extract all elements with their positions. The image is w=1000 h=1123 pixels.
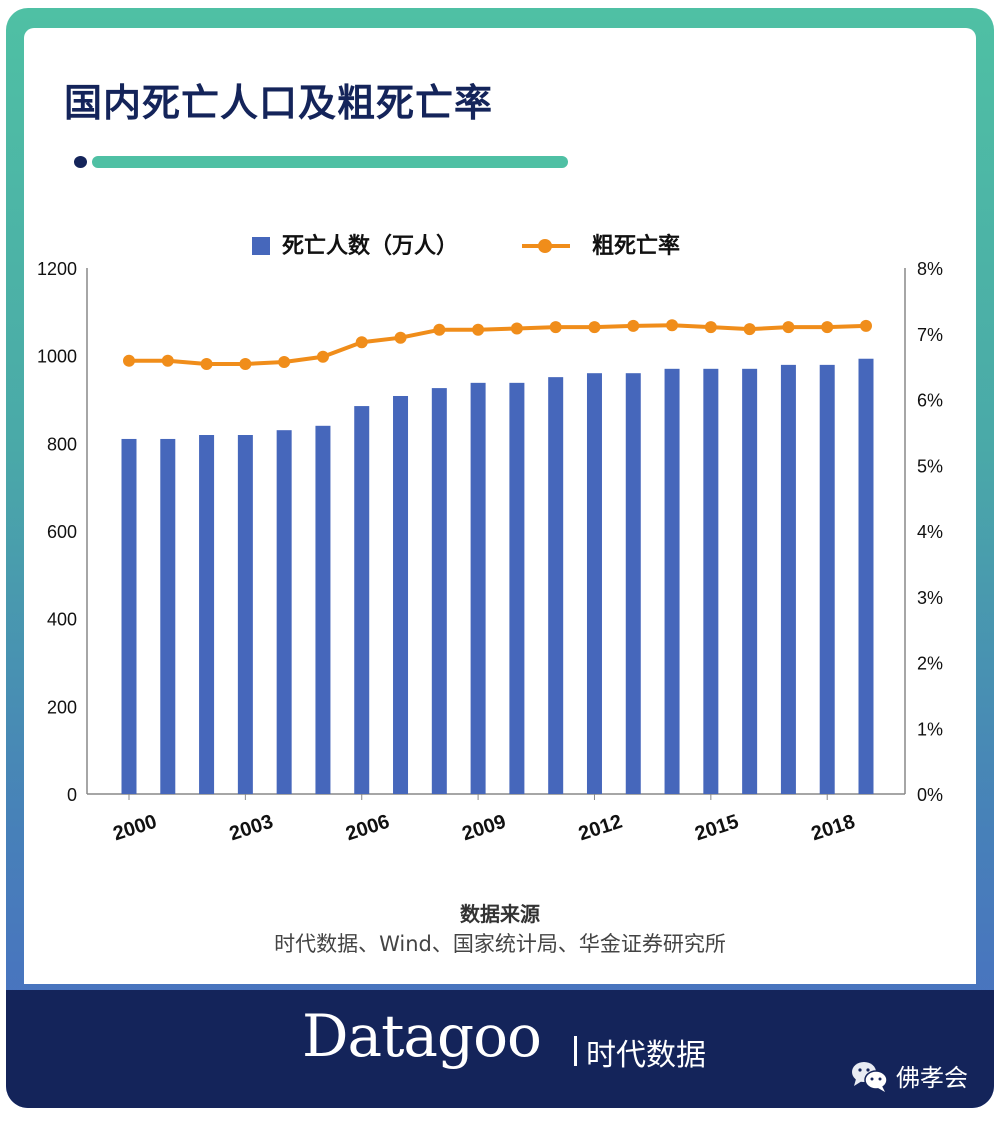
y-left-tick: 400 bbox=[47, 610, 77, 630]
bar bbox=[393, 395, 409, 794]
x-tick-label: 2012 bbox=[576, 811, 625, 846]
y-right-tick: 3% bbox=[917, 588, 943, 608]
bar bbox=[625, 373, 641, 794]
bar bbox=[237, 435, 253, 794]
rate-marker bbox=[200, 357, 213, 370]
rate-marker bbox=[782, 321, 795, 334]
rate-marker bbox=[239, 357, 252, 370]
y-left-tick: 1000 bbox=[37, 347, 77, 367]
rate-marker bbox=[510, 322, 523, 335]
y-right-tick: 5% bbox=[917, 456, 943, 476]
watermark: 佛孝会 bbox=[850, 1058, 968, 1093]
brand-logo: Datagoo bbox=[302, 1002, 542, 1070]
legend-bar-swatch-icon bbox=[252, 237, 270, 255]
title-underline-bar bbox=[92, 156, 568, 168]
y-right-tick: 2% bbox=[917, 654, 943, 674]
rate-marker bbox=[821, 321, 834, 334]
chart-panel: 国内死亡人口及粗死亡率 死亡人数（万人） 粗死亡率 0 200 400 600 800 1… bbox=[24, 28, 976, 984]
y-right-tick: 7% bbox=[917, 325, 943, 345]
bar bbox=[121, 438, 137, 794]
y-left-tick: 0 bbox=[67, 785, 77, 805]
y-right-tick: 1% bbox=[917, 719, 943, 739]
rate-line bbox=[129, 323, 867, 366]
bar bbox=[586, 373, 602, 794]
chart-legend: 死亡人数（万人） 粗死亡率 bbox=[24, 224, 976, 264]
bar bbox=[199, 435, 215, 794]
y-right-tick: 8% bbox=[917, 259, 943, 279]
y-left-tick: 200 bbox=[47, 697, 77, 717]
source-text: 时代数据、Wind、国家统计局、华金证券研究所 bbox=[274, 932, 726, 956]
rate-marker bbox=[860, 319, 872, 332]
page-title: 国内死亡人口及粗死亡率 bbox=[64, 81, 494, 125]
x-tick-label: 2003 bbox=[227, 811, 276, 846]
rate-marker bbox=[161, 354, 174, 367]
rate-marker bbox=[394, 331, 407, 344]
x-tick-label: 2000 bbox=[110, 811, 159, 846]
watermark-label: 佛孝会 bbox=[896, 1064, 968, 1092]
bar bbox=[858, 358, 874, 794]
x-tick-label: 2015 bbox=[692, 811, 741, 846]
y-left-tick: 1200 bbox=[37, 259, 77, 279]
legend-line-label: 粗死亡率 bbox=[592, 234, 681, 259]
bar bbox=[276, 430, 292, 794]
x-tick-label: 2018 bbox=[809, 811, 858, 846]
y-right-tick: 0% bbox=[917, 785, 943, 805]
footer-banner: Datagoo 时代数据 佛孝会 bbox=[6, 990, 994, 1108]
bar bbox=[431, 388, 447, 794]
wechat-icon bbox=[852, 1061, 888, 1092]
logo-divider bbox=[574, 1036, 577, 1066]
bar bbox=[819, 364, 835, 794]
bar bbox=[509, 382, 525, 794]
rate-marker bbox=[743, 323, 756, 336]
legend-bar-label: 死亡人数（万人） bbox=[282, 234, 459, 259]
brand-logo-cn: 时代数据 bbox=[586, 1038, 706, 1073]
rate-marker bbox=[549, 321, 562, 334]
combo-chart: 0 200 400 600 800 1000 1200 0% 1% 2% 3% 4% 5% 6% 7% 8% 2… bbox=[37, 259, 943, 846]
title-underline-dot bbox=[74, 156, 87, 168]
rate-marker bbox=[278, 356, 291, 369]
rate-marker bbox=[433, 323, 446, 336]
rate-marker bbox=[666, 319, 679, 332]
rate-marker bbox=[472, 323, 485, 336]
bar bbox=[664, 368, 680, 794]
bar bbox=[703, 368, 719, 794]
y-left-tick: 600 bbox=[47, 522, 77, 542]
bar bbox=[160, 438, 176, 794]
rate-marker bbox=[704, 321, 717, 334]
x-tick-label: 2009 bbox=[460, 811, 509, 846]
rate-marker bbox=[316, 350, 329, 363]
source-title: 数据来源 bbox=[460, 902, 540, 926]
y-right-tick: 4% bbox=[917, 522, 943, 542]
bar bbox=[470, 382, 486, 794]
rate-marker bbox=[627, 319, 640, 332]
card-frame: 国内死亡人口及粗死亡率 死亡人数（万人） 粗死亡率 0 200 400 600 800 1… bbox=[6, 8, 994, 1108]
rate-marker bbox=[123, 354, 135, 367]
x-tick-label: 2006 bbox=[343, 811, 392, 846]
bar bbox=[315, 425, 331, 794]
rate-marker bbox=[355, 336, 368, 349]
legend-line-marker-icon bbox=[538, 239, 552, 253]
bar bbox=[742, 368, 758, 794]
bar bbox=[548, 377, 564, 794]
bar bbox=[354, 406, 370, 794]
bar bbox=[780, 364, 796, 794]
y-right-tick: 6% bbox=[917, 391, 943, 411]
y-left-tick: 800 bbox=[47, 434, 77, 454]
rate-marker bbox=[588, 321, 601, 334]
